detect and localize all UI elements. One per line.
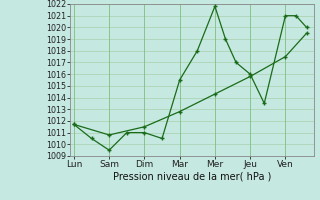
X-axis label: Pression niveau de la mer( hPa ): Pression niveau de la mer( hPa ) [113,172,271,182]
